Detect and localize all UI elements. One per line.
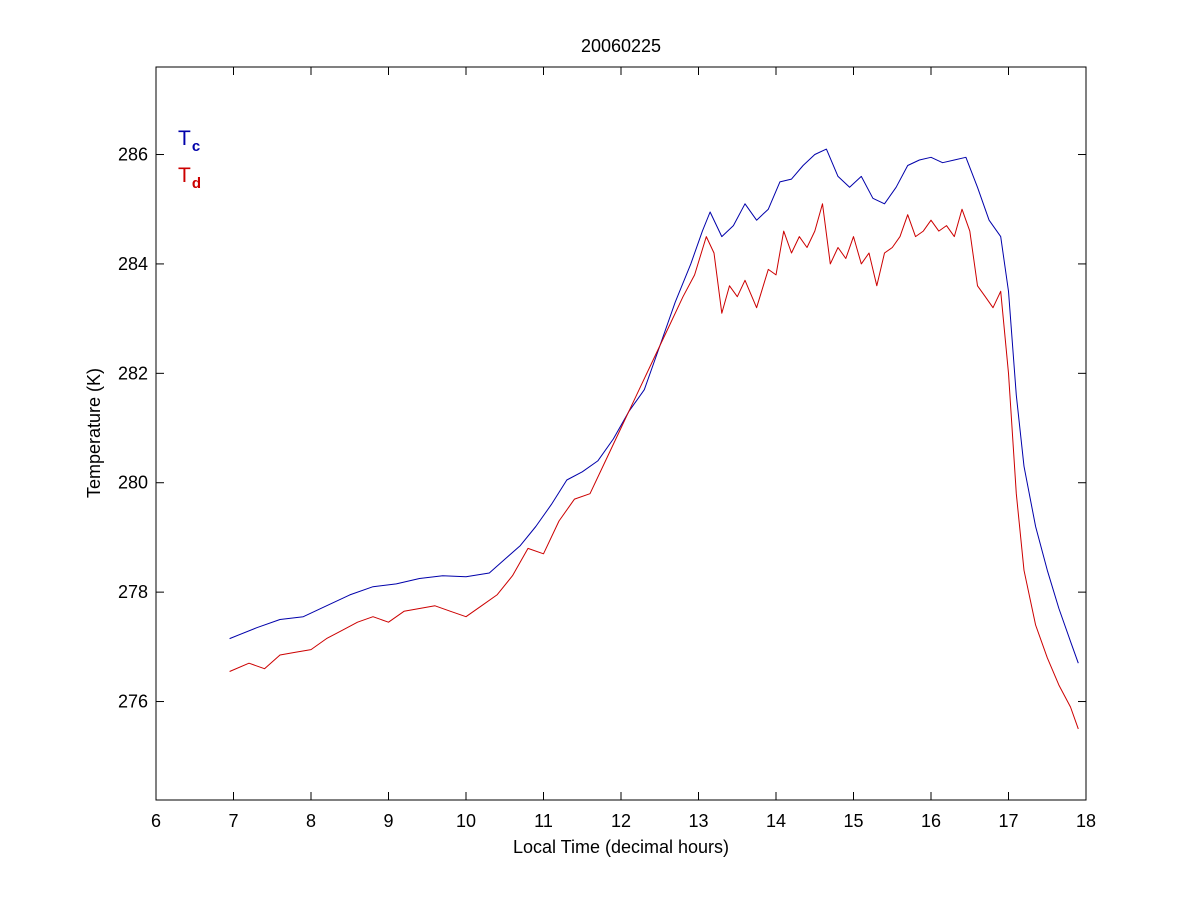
series-line-c	[229, 148, 1079, 664]
x-axis-ticks: 6 7 8 9 10 11 12 13 14 15 16 17 18	[151, 67, 1096, 831]
x-tick-label: 8	[306, 811, 316, 831]
x-tick-label: 14	[766, 811, 786, 831]
x-tick-label: 11	[534, 811, 553, 831]
legend-entry-c: Tc	[178, 127, 200, 155]
plot-area	[155, 66, 1087, 801]
legend: Tc Td	[178, 127, 201, 192]
x-tick-label: 10	[456, 811, 476, 831]
y-tick-label: 280	[118, 473, 148, 493]
chart-title: 20060225	[581, 36, 661, 56]
y-tick-label: 278	[118, 582, 148, 602]
x-tick-label: 15	[843, 811, 863, 831]
y-axis-label: Temperature (K)	[84, 368, 104, 498]
y-tick-label: 284	[118, 254, 148, 274]
series-layer	[229, 148, 1079, 730]
x-tick-label: 9	[383, 811, 393, 831]
y-tick-label: 286	[118, 145, 148, 165]
x-tick-label: 13	[688, 811, 708, 831]
legend-entry-d: Td	[178, 164, 201, 192]
x-axis-label: Local Time (decimal hours)	[513, 837, 729, 857]
y-axis-ticks: 276 278 280 282 284 286	[118, 145, 1086, 712]
y-tick-label: 282	[118, 363, 148, 383]
x-tick-label: 12	[611, 811, 631, 831]
series-line-d	[229, 203, 1079, 730]
y-tick-label: 276	[118, 692, 148, 712]
x-tick-label: 7	[228, 811, 238, 831]
x-tick-label: 18	[1076, 811, 1096, 831]
x-tick-label: 17	[998, 811, 1018, 831]
x-tick-label: 16	[921, 811, 941, 831]
x-tick-label: 6	[151, 811, 161, 831]
